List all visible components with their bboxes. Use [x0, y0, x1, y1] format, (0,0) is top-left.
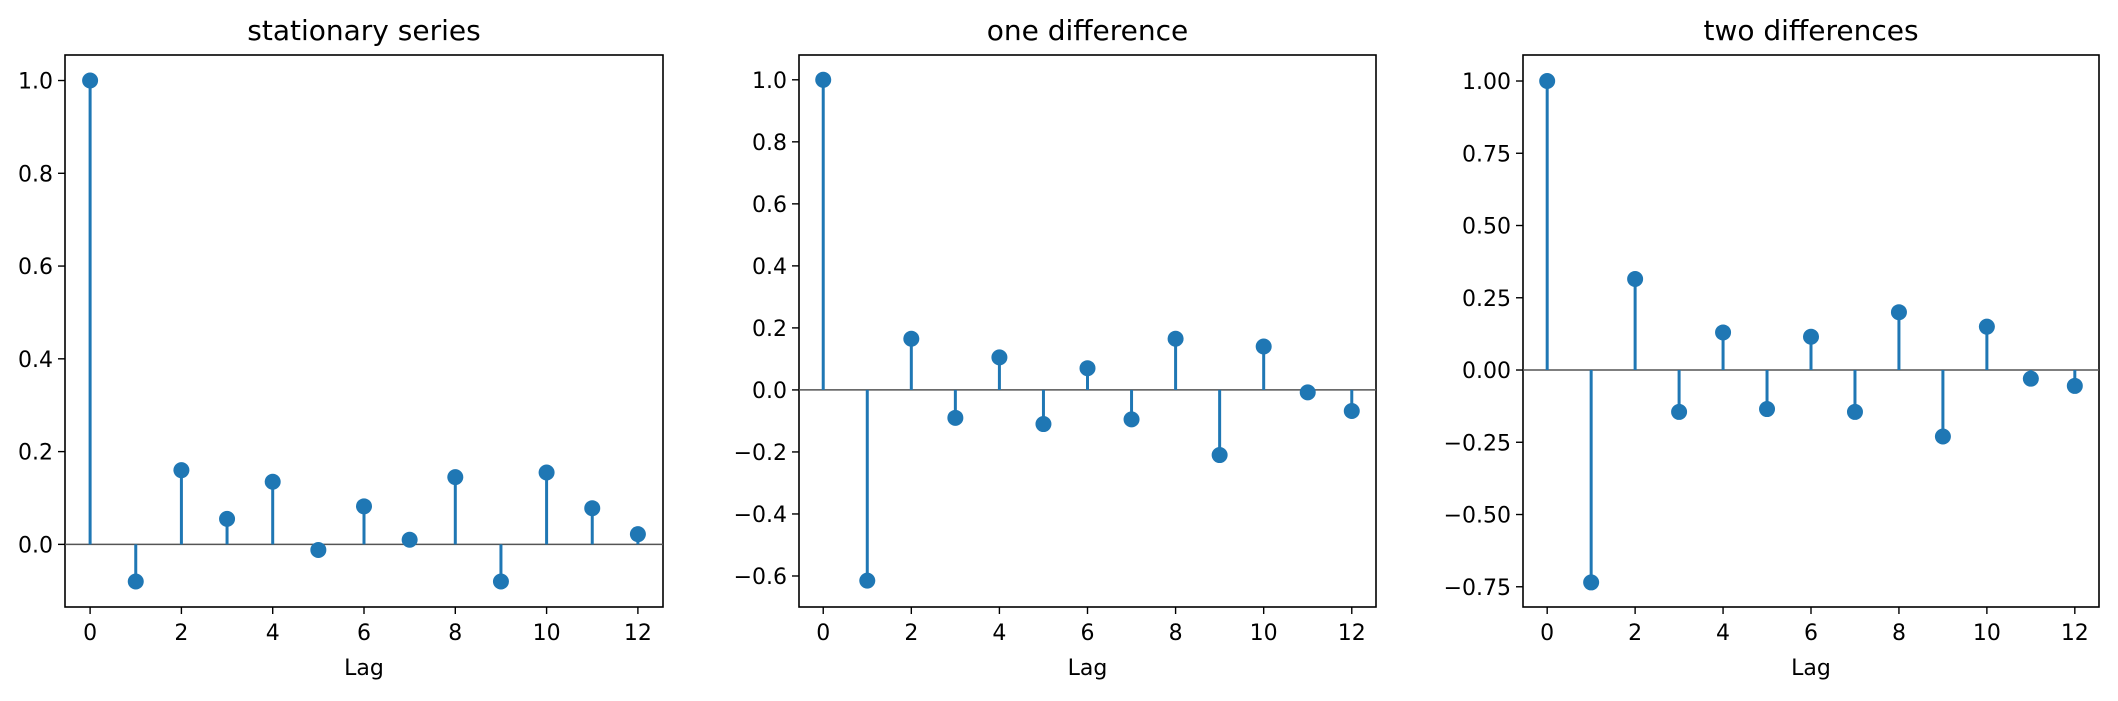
x-axis-label: Lag [344, 656, 384, 681]
x-tick-label: 0 [1540, 621, 1554, 646]
x-tick-label: 0 [816, 621, 830, 646]
stem-marker [1035, 416, 1052, 433]
stem-marker [991, 349, 1008, 366]
stem-marker [310, 541, 327, 558]
stem-marker [1671, 403, 1688, 420]
x-tick-label: 8 [1892, 621, 1906, 646]
stem-marker [1846, 403, 1863, 420]
stem-marker [447, 469, 464, 486]
chart-title: two differences [1703, 14, 1918, 47]
x-tick-label: 2 [904, 621, 918, 646]
x-tick-label: 12 [2061, 621, 2089, 646]
panel-stationary-series: stationary series Lag 0.0 0.2 0.4 0.6 0.8 1.0… [18, 14, 664, 681]
stem-marker [1759, 401, 1776, 418]
y-tick-label: 0.75 [1462, 142, 1511, 167]
stem-marker [859, 572, 876, 589]
x-tick-label: 6 [1081, 621, 1095, 646]
x-tick-label: 8 [1169, 621, 1183, 646]
stem-marker [492, 573, 509, 590]
chart-title: one difference [987, 14, 1189, 47]
stem-marker [1255, 338, 1272, 355]
stem-marker [2066, 377, 2083, 394]
y-tick-label: 0.8 [752, 131, 787, 156]
y-tick-label: 0.4 [18, 348, 53, 373]
y-tick-label: −0.25 [1444, 431, 1511, 456]
y-tick-label: −0.75 [1444, 576, 1511, 601]
panel-one-difference: one difference Lag −0.6 −0.4 −0.2 0.0 0.2 0.4… [734, 14, 1377, 681]
stem-marker [1715, 324, 1732, 341]
y-tick-label: −0.4 [734, 503, 787, 528]
stem-marker [356, 498, 372, 515]
stem-marker [947, 409, 964, 426]
stem-marker [401, 531, 418, 548]
stem-marker [1211, 447, 1228, 464]
y-tick-label: 0.00 [1462, 359, 1511, 384]
stem-marker [1583, 574, 1600, 591]
stem-marker [1978, 318, 1995, 335]
x-tick-label: 10 [1973, 621, 2001, 646]
x-tick-label: 6 [1804, 621, 1818, 646]
y-tick-label: −0.2 [734, 441, 787, 466]
y-tick-label: 0.2 [752, 317, 787, 342]
stem-marker [629, 526, 646, 543]
y-tick-label: −0.50 [1444, 504, 1511, 529]
stem-marker [903, 330, 920, 347]
stem-marker [264, 473, 281, 490]
stem-marker [1934, 428, 1951, 445]
x-tick-label: 4 [266, 621, 280, 646]
stem-marker [82, 72, 99, 89]
stem-marker [815, 71, 832, 88]
x-tick-label: 10 [1250, 621, 1278, 646]
y-tick-label: 0.8 [18, 162, 53, 187]
chart-title: stationary series [247, 14, 480, 47]
stem-marker [1079, 360, 1096, 377]
stem-marker [127, 573, 144, 590]
x-tick-label: 12 [624, 621, 652, 646]
y-tick-label: 0.25 [1462, 287, 1511, 312]
x-tick-label: 8 [448, 621, 462, 646]
x-axis-label: Lag [1068, 656, 1108, 681]
x-tick-label: 10 [533, 621, 561, 646]
stem-marker [1167, 330, 1184, 347]
x-tick-label: 2 [1628, 621, 1642, 646]
x-tick-label: 0 [83, 621, 97, 646]
y-tick-label: 0.0 [752, 379, 787, 404]
stem-marker [2022, 370, 2039, 387]
y-tick-label: 0.2 [18, 441, 53, 466]
x-tick-label: 2 [174, 621, 188, 646]
y-tick-label: 0.6 [18, 255, 53, 280]
x-tick-label: 4 [1716, 621, 1730, 646]
stem-marker [1299, 384, 1316, 401]
stem-marker [1123, 411, 1140, 428]
x-tick-label: 4 [992, 621, 1006, 646]
stem-marker [584, 500, 601, 517]
stem-marker [1627, 270, 1644, 287]
y-tick-label: 0.0 [18, 533, 53, 558]
x-axis-label: Lag [1791, 656, 1831, 681]
stem-marker [1803, 328, 1819, 345]
y-tick-label: 1.0 [752, 69, 787, 94]
stem-marker [538, 464, 555, 481]
y-tick-label: 1.0 [18, 70, 53, 95]
x-tick-label: 6 [357, 621, 371, 646]
x-tick-label: 12 [1338, 621, 1366, 646]
y-tick-label: 0.6 [752, 193, 787, 218]
y-tick-label: 0.4 [752, 255, 787, 280]
stem-marker [173, 462, 190, 479]
stem-marker [1343, 403, 1360, 420]
stem-marker [1890, 304, 1907, 321]
stem-marker [219, 510, 236, 527]
y-tick-label: −0.6 [734, 565, 787, 590]
y-tick-label: 1.00 [1462, 70, 1511, 95]
y-tick-label: 0.50 [1462, 215, 1511, 240]
panel-two-differences: two differences Lag −0.75 −0.50 −0.25 0.00 0… [1444, 14, 2100, 681]
stem-marker [1539, 73, 1556, 90]
